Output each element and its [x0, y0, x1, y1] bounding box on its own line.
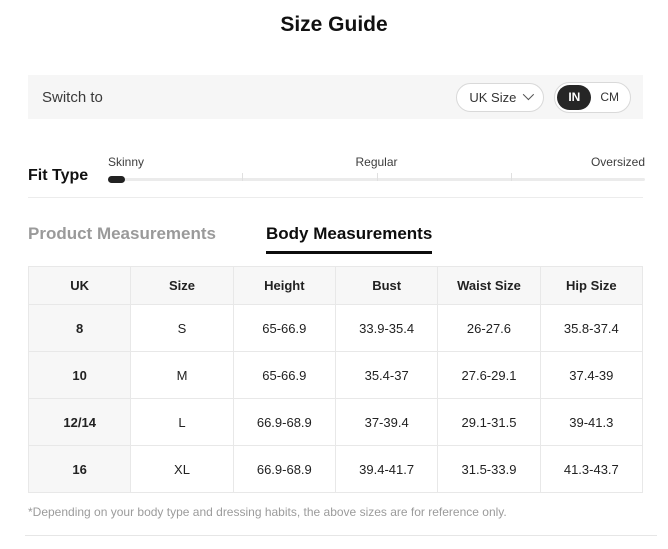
region-size-dropdown[interactable]: UK Size [456, 82, 545, 112]
cell-uk: 12/14 [27, 398, 132, 446]
measurement-tabs: Product Measurements Body Measurements [28, 224, 433, 254]
fit-option-oversized[interactable]: Oversized [590, 155, 645, 169]
slider-tick [242, 173, 244, 181]
switch-to-label: Switch to [42, 88, 103, 106]
fit-slider-track[interactable] [108, 173, 645, 183]
cell-waist: 27.6-29.1 [437, 351, 541, 399]
column-header-uk: UK [27, 266, 132, 305]
cell-size: M [130, 351, 234, 399]
cell-uk: 16 [27, 445, 132, 493]
cell-height: 65-66.9 [232, 304, 336, 352]
tab-product-measurements[interactable]: Product Measurements [28, 224, 216, 243]
cell-waist: 31.5-33.9 [437, 445, 541, 493]
column-header-waist: Waist Size [437, 266, 541, 305]
cell-height: 65-66.9 [232, 351, 336, 399]
region-size-value: UK Size [469, 89, 517, 105]
slider-tick [376, 173, 378, 181]
cell-hip: 37.4-39 [539, 351, 644, 399]
cell-bust: 37-39.4 [334, 398, 439, 446]
tab-body-measurements[interactable]: Body Measurements [266, 224, 433, 254]
cell-size: XL [130, 445, 234, 493]
column-header-hip: Hip Size [539, 266, 644, 305]
column-header-bust: Bust [334, 266, 439, 305]
chevron-down-icon [523, 88, 535, 100]
page-title: Size Guide [280, 13, 388, 36]
fit-type-section: Fit Type Skinny Regular Oversized [28, 150, 645, 190]
cell-uk: 8 [27, 304, 132, 352]
cell-bust: 39.4-41.7 [334, 445, 439, 493]
fit-slider-handle[interactable] [108, 176, 125, 183]
size-table: UK Size Height Bust Waist Size Hip Size … [27, 266, 644, 493]
cell-hip: 39-41.3 [539, 398, 644, 446]
column-header-height: Height [232, 266, 336, 305]
cell-uk: 10 [27, 351, 132, 399]
cell-bust: 33.9-35.4 [334, 304, 439, 352]
unit-option-in[interactable]: IN [557, 84, 592, 110]
slider-tick [510, 173, 512, 181]
unit-option-cm[interactable]: CM [600, 89, 619, 104]
cell-height: 66.9-68.9 [232, 398, 336, 446]
fit-option-skinny[interactable]: Skinny [108, 155, 145, 169]
cell-hip: 41.3-43.7 [539, 445, 644, 493]
unit-toggle: IN CM [554, 81, 631, 113]
table-row: 8 S 65-66.9 33.9-35.4 26-27.6 35.8-37.4 [27, 304, 644, 352]
fit-type-label: Fit Type [28, 167, 89, 184]
switch-controls: UK Size IN CM [456, 81, 631, 113]
table-row: 10 M 65-66.9 35.4-37 27.6-29.1 37.4-39 [27, 351, 644, 399]
cell-waist: 29.1-31.5 [437, 398, 541, 446]
cell-size: S [130, 304, 234, 352]
bottom-divider [25, 535, 657, 536]
table-row: 16 XL 66.9-68.9 39.4-41.7 31.5-33.9 41.3… [27, 445, 644, 493]
column-header-size: Size [130, 266, 234, 305]
cell-height: 66.9-68.9 [232, 445, 336, 493]
switch-to-bar: Switch to UK Size IN CM [28, 75, 643, 119]
reference-footnote: *Depending on your body type and dressin… [28, 505, 507, 519]
cell-bust: 35.4-37 [334, 351, 439, 399]
table-header-row: UK Size Height Bust Waist Size Hip Size [27, 266, 644, 305]
table-row: 12/14 L 66.9-68.9 37-39.4 29.1-31.5 39-4… [27, 398, 644, 446]
cell-waist: 26-27.6 [437, 304, 541, 352]
section-divider [28, 197, 643, 198]
fit-type-slider[interactable]: Skinny Regular Oversized [108, 150, 645, 190]
cell-hip: 35.8-37.4 [539, 304, 644, 352]
cell-size: L [130, 398, 234, 446]
fit-option-regular[interactable]: Regular [355, 155, 398, 169]
